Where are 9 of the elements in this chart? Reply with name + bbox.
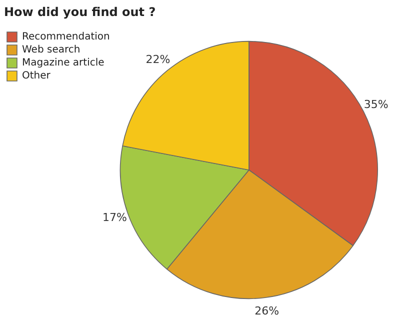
data-label: 17%: [102, 211, 127, 224]
data-label: 35%: [364, 98, 388, 112]
chart-title: How did you find out ?: [3, 4, 157, 21]
data-label: 26%: [254, 304, 280, 318]
legend-label: Magazine article: [22, 58, 104, 69]
data-label: 22%: [146, 52, 170, 66]
legend-label: Recommendation: [22, 32, 110, 43]
legend-label: Other: [22, 70, 52, 82]
legend-label: Web search: [22, 44, 80, 56]
